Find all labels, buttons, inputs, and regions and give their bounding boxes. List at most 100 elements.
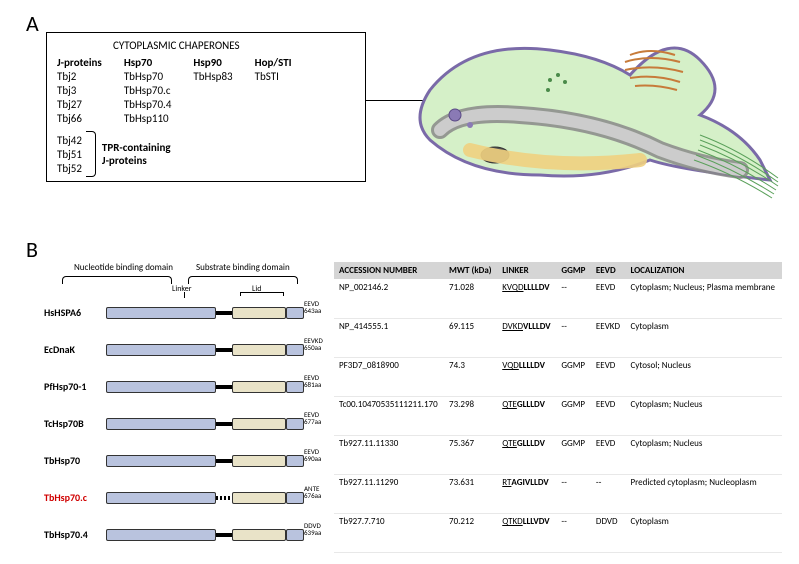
mwt-cell: 74.3 xyxy=(444,358,497,397)
localization-cell: Cytoplasm xyxy=(625,319,782,358)
eevd-cell: EEVKD xyxy=(591,319,626,358)
column-head: Hsp70 xyxy=(124,56,172,69)
linker-segment xyxy=(216,533,232,537)
tpr-items: Tbj42Tbj51Tbj52 xyxy=(57,134,82,175)
mwt-cell: 69.115 xyxy=(444,319,497,358)
linker-cell: QTEGLLLDV xyxy=(497,436,556,475)
lid-domain xyxy=(286,344,304,356)
localization-cell: Cytoplasm xyxy=(625,514,782,553)
linker-cell: QTKDLLLVDV xyxy=(497,514,556,553)
lid-domain xyxy=(286,529,304,541)
linker-cell: DVKDVLLLDV xyxy=(497,319,556,358)
protein-table: ACCESSION NUMBERMWT (kDa)LINKERGGMPEEVDL… xyxy=(334,262,782,553)
linker-cell: KVQDLLLLDV xyxy=(497,280,556,319)
linker-cell: RTAGIVLLDV xyxy=(497,475,556,514)
tpr-label-line1: TPR-containing xyxy=(102,141,171,154)
c-term-motif: EEVD677aa xyxy=(304,411,321,425)
eevd-cell: -- xyxy=(591,475,626,514)
eevd-cell: EEVD xyxy=(591,280,626,319)
domain-headers: Nucleotide binding domain Substrate bind… xyxy=(44,262,324,292)
ggmp-cell: -- xyxy=(556,514,591,553)
table-header: LINKER xyxy=(497,262,556,280)
lid-domain xyxy=(286,307,304,319)
nbd-domain xyxy=(106,418,216,430)
column-item: TbHsp83 xyxy=(193,70,232,83)
domain-diagram: ANTE676aa xyxy=(106,487,306,509)
column-head: Hsp90 xyxy=(193,56,232,69)
sbd-domain xyxy=(232,455,286,467)
column-item: TbHsp70.c xyxy=(124,84,172,97)
column-item: TbHsp70.4 xyxy=(124,98,172,111)
lid-domain xyxy=(286,418,304,430)
table-row: Tc00.10470535111211.17073.298QTEGLLLDVGG… xyxy=(334,397,782,436)
linker-segment xyxy=(216,422,232,426)
domain-diagram: EEVKD650aa xyxy=(106,339,306,361)
table-header: ACCESSION NUMBER xyxy=(334,262,444,280)
domain-diagram: EEVD690aa xyxy=(106,450,306,472)
table-row: PF3D7_081890074.3VQDLLLLDVGGMPEEVDCytoso… xyxy=(334,358,782,397)
table-header: EEVD xyxy=(591,262,626,280)
c-term-motif: EEVD681aa xyxy=(304,374,321,388)
table-row: NP_414555.169.115DVKDVLLLDV--EEVKDCytopl… xyxy=(334,319,782,358)
chaperone-column: Hsp70TbHsp70TbHsp70.cTbHsp70.4TbHsp110 xyxy=(124,56,172,125)
accession-cell: Tc00.10470535111211.170 xyxy=(334,397,444,436)
table-body: NP_002146.271.028KVQDLLLLDV--EEVDCytopla… xyxy=(334,280,782,553)
linker-segment xyxy=(216,348,232,352)
protein-name: PfHsp70-1 xyxy=(44,380,100,393)
linker-label: Linker xyxy=(172,284,192,294)
linker-tick xyxy=(184,292,185,298)
accession-cell: PF3D7_0818900 xyxy=(334,358,444,397)
ggmp-cell: -- xyxy=(556,475,591,514)
accession-cell: Tb927.7.710 xyxy=(334,514,444,553)
ggmp-cell: GGMP xyxy=(556,397,591,436)
column-item: Tbj2 xyxy=(57,70,102,83)
domain-diagram: EEVD677aa xyxy=(106,413,306,435)
tpr-label-line2: J-proteins xyxy=(102,154,171,167)
tpr-item: Tbj51 xyxy=(57,148,82,161)
sbd-domain xyxy=(232,492,286,504)
domain-diagram: EEVD681aa xyxy=(106,376,306,398)
linker-segment xyxy=(216,311,232,315)
lid-domain xyxy=(286,492,304,504)
domain-diagram-column: Nucleotide binding domain Substrate bind… xyxy=(44,262,324,553)
chaperone-box-title: CYTOPLASMIC CHAPERONES xyxy=(113,39,355,52)
linker-segment xyxy=(216,496,232,500)
eevd-cell: EEVD xyxy=(591,397,626,436)
ggmp-cell: -- xyxy=(556,280,591,319)
table-row: Tb927.11.1129073.631RTAGIVLLDV----Predic… xyxy=(334,475,782,514)
chaperone-column: J-proteinsTbj2Tbj3Tbj27Tbj66 xyxy=(57,56,102,125)
ggmp-cell: GGMP xyxy=(556,436,591,475)
table-header: GGMP xyxy=(556,262,591,280)
nbd-domain xyxy=(106,307,216,319)
column-item: TbHsp70 xyxy=(124,70,172,83)
nbd-header: Nucleotide binding domain xyxy=(74,262,173,273)
column-item: Tbj66 xyxy=(57,112,102,125)
column-head: J-proteins xyxy=(57,56,102,69)
mwt-cell: 71.028 xyxy=(444,280,497,319)
protein-name: TbHsp70 xyxy=(44,454,100,467)
ggmp-cell: GGMP xyxy=(556,358,591,397)
c-term-motif: EEVD643aa xyxy=(304,300,321,314)
column-item: Tbj3 xyxy=(57,84,102,97)
panel-b-label: B xyxy=(26,236,38,263)
column-head: Hop/STI xyxy=(255,56,292,69)
protein-row: TbHsp70.c ANTE676aa xyxy=(44,479,324,516)
protein-name: EcDnaK xyxy=(44,343,100,356)
protein-name: TcHsp70B xyxy=(44,417,100,430)
c-term-motif: ANTE676aa xyxy=(304,485,321,499)
chaperone-column: Hop/STITbSTI xyxy=(255,56,292,125)
column-item: Tbj27 xyxy=(57,98,102,111)
nbd-domain xyxy=(106,492,216,504)
protein-name: TbHsp70.c xyxy=(44,491,100,504)
eevd-cell: DDVD xyxy=(591,514,626,553)
domain-diagram: DDVD639aa xyxy=(106,524,306,546)
sbd-brace xyxy=(188,276,298,284)
accession-cell: Tb927.11.11330 xyxy=(334,436,444,475)
nbd-domain xyxy=(106,529,216,541)
chaperone-box: CYTOPLASMIC CHAPERONES J-proteinsTbj2Tbj… xyxy=(46,32,366,182)
column-item: TbSTI xyxy=(255,70,292,83)
chaperone-columns: J-proteinsTbj2Tbj3Tbj27Tbj66Hsp70TbHsp70… xyxy=(57,56,355,125)
lid-brace xyxy=(240,292,284,296)
bracket-icon xyxy=(86,131,96,177)
localization-cell: Cytosol; Nucleus xyxy=(625,358,782,397)
